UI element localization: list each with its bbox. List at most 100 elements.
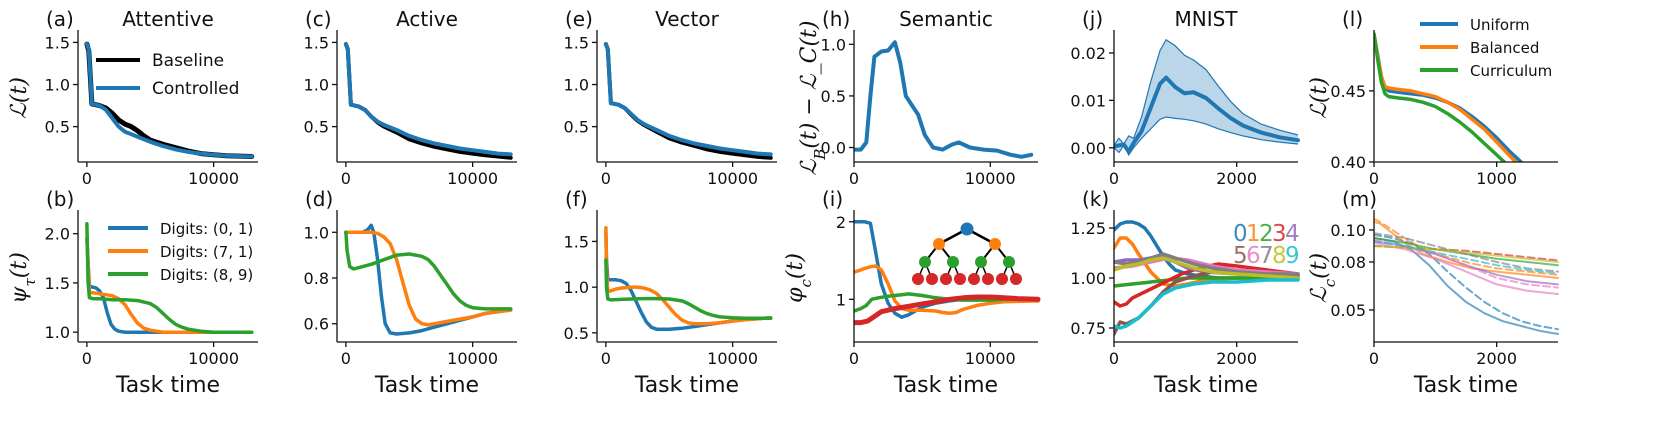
digit-glyph-6: 6 [1246, 243, 1261, 269]
legend-label: Baseline [152, 51, 224, 71]
y-tick-label: 1.0 [45, 323, 70, 342]
tree-node-leaf [996, 273, 1008, 285]
y-tick-label: 1.0 [45, 76, 70, 95]
panel-label: (i) [822, 187, 843, 211]
legend: Digits: (0, 1) Digits: (7, 1) Digits: (8, … [108, 220, 253, 284]
y-tick-label: 1.5 [304, 33, 329, 52]
series-line-digits-8-9- [85, 222, 254, 334]
series-line-6-solid [1374, 241, 1559, 295]
x-tick-label: 0 [849, 169, 859, 188]
x-tick-label: 0 [82, 169, 92, 188]
y-axis-label: φc(t) [783, 253, 815, 303]
x-axis-label: Task time [115, 373, 220, 398]
y-tick-label: 0.75 [1070, 319, 1106, 338]
y-tick-label: 2 [836, 213, 846, 232]
panel-a: 0 10000 0.5 1.0 1.5 (a) Attentive ℒ(t) Baseline C… [7, 7, 258, 188]
series-line-digits-7-1- [85, 236, 254, 334]
legend-label: Curriculum [1470, 62, 1552, 80]
series-line-digits-0-1- [604, 230, 773, 331]
legend-label: Digits: (0, 1) [160, 220, 253, 238]
series-line-level-2 [854, 292, 1040, 313]
series-line-0-dash [1374, 233, 1559, 331]
legend: Uniform Balanced Curriculum [1420, 16, 1552, 80]
y-tick-label: 0.00 [1070, 139, 1106, 158]
panel-l: 0 1000 0.40 0.45 (l) ℒ(t) Uniform Balanced Curri… [1307, 7, 1558, 188]
x-axis-label: Task time [1153, 373, 1258, 398]
y-axis-label: ψτ(t) [7, 252, 39, 304]
series-line-9-dash [1374, 240, 1559, 275]
digit-glyph-8: 8 [1272, 243, 1287, 269]
tree-node-leaf [982, 273, 994, 285]
panel-label: (f) [565, 187, 588, 211]
x-tick-label: 0 [341, 169, 351, 188]
legend-label: Digits: (8, 9) [160, 266, 253, 284]
y-tick-label: 0.05 [1330, 301, 1366, 320]
x-axis-label: Task time [634, 373, 739, 398]
series-line-8 [1114, 256, 1300, 280]
panel-title: Vector [655, 7, 720, 31]
x-tick-label: 2000 [1216, 349, 1257, 368]
y-tick-label: 0.0 [821, 139, 846, 158]
digit-glyph-0: 0 [1233, 221, 1248, 247]
series-line-8-solid [1374, 245, 1559, 263]
tree-node-leaf [1010, 273, 1022, 285]
x-tick-label: 2000 [1216, 169, 1257, 188]
series-line-digits-0-1- [344, 223, 513, 336]
panel-title: Active [396, 7, 458, 31]
tree-node-level-1 [933, 238, 945, 250]
x-tick-label: 0 [1109, 169, 1119, 188]
tree-node-level-2 [1003, 256, 1015, 268]
x-tick-label: 0 [1109, 349, 1119, 368]
panel-label: (l) [1342, 7, 1363, 31]
panel-label: (c) [305, 7, 332, 31]
panel-label: (b) [46, 187, 74, 211]
digit-glyph-1: 1 [1246, 221, 1261, 247]
legend-label: Balanced [1470, 39, 1539, 57]
legend-label: Digits: (7, 1) [160, 243, 253, 261]
digit-glyph-3: 3 [1272, 221, 1287, 247]
tree-node-leaf [926, 273, 938, 285]
y-tick-label: 2.0 [45, 225, 70, 244]
y-tick-label: 0.5 [564, 118, 589, 137]
legend-label: Controlled [152, 79, 239, 99]
panel-label: (a) [46, 7, 74, 31]
x-tick-label: 0 [341, 349, 351, 368]
panel-label: (m) [1342, 187, 1377, 211]
digit-glyph-7: 7 [1259, 243, 1274, 269]
series-line-3 [1114, 262, 1300, 308]
x-tick-label: 0 [601, 169, 611, 188]
x-tick-label: 0 [849, 349, 859, 368]
y-tick-label: 1.0 [564, 278, 589, 297]
tree-node-leaf [940, 273, 952, 285]
series-line-9 [1114, 278, 1300, 330]
y-tick-label: 0.01 [1070, 91, 1106, 110]
series-line-controlled [343, 42, 513, 157]
x-tick-label: 10000 [188, 169, 239, 188]
series-line-leaves [854, 294, 1041, 326]
panel-k: 0 2000 0.75 1.00 1.25 (k) Task time [1070, 187, 1300, 398]
x-tick-label: 0 [1369, 169, 1379, 188]
x-tick-label: 0 [82, 349, 92, 368]
legend-label: Uniform [1470, 16, 1530, 34]
panel-title: Semantic [899, 7, 993, 31]
y-tick-label: 0.6 [304, 315, 329, 334]
panel-label: (k) [1082, 187, 1109, 211]
band-lower-edge [1114, 116, 1299, 157]
legend: Baseline Controlled [96, 51, 239, 99]
tree-inset [912, 222, 1022, 285]
y-tick-label: 0.5 [821, 87, 846, 106]
y-tick-label: 1.25 [1070, 219, 1106, 238]
x-tick-label: 10000 [707, 169, 758, 188]
panel-label: (j) [1082, 7, 1103, 31]
tree-node-leaf [912, 273, 924, 285]
tree-node-leaf [968, 273, 980, 285]
y-tick-label: 0.5 [45, 118, 70, 137]
panel-e: 0 10000 0.5 1.0 1.5 (e) Vector [564, 7, 777, 188]
y-tick-label: 1 [836, 290, 846, 309]
y-tick-label: 1.5 [45, 274, 70, 293]
y-tick-label: 1.0 [821, 35, 846, 54]
y-tick-label: 0.40 [1330, 153, 1366, 172]
